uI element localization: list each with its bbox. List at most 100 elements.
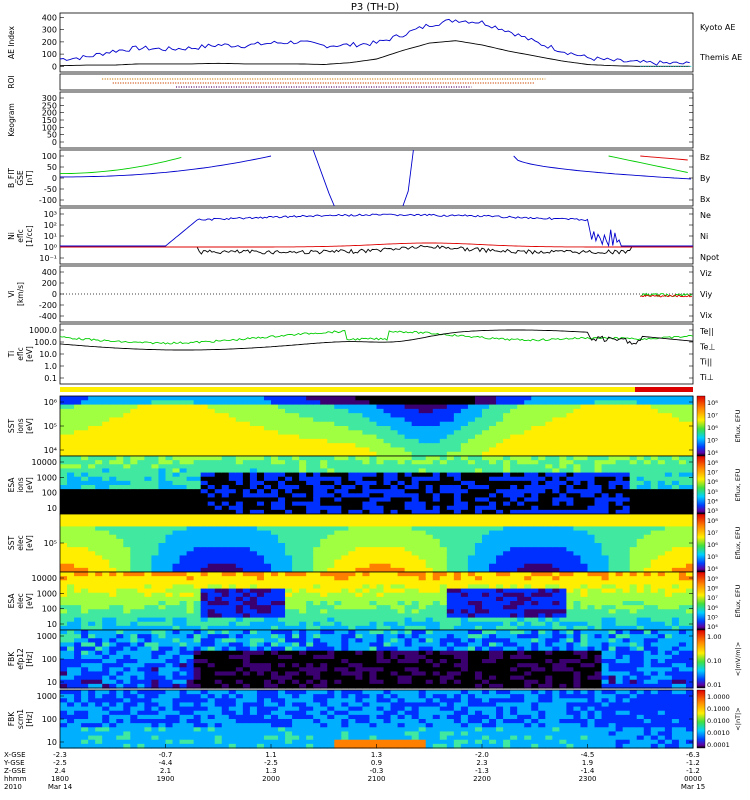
sst-elec-cell [467, 538, 476, 544]
esa-ion-cell [376, 509, 385, 515]
sst-ion-cell [390, 430, 399, 436]
sst-ion-cell [439, 426, 448, 431]
sst-ion-cell [397, 443, 406, 449]
sst-elec-cell [306, 555, 314, 561]
esa-ion-cbar-tick: 10⁶ [707, 478, 718, 486]
esa-elec-cell [271, 613, 279, 619]
sst-elec-cell [172, 538, 181, 544]
esa-ion-cell [524, 505, 532, 511]
temperature-tick-label: 1000.0 [29, 326, 57, 335]
sst-ion-cell [622, 421, 631, 427]
sst-ion-cell [207, 404, 216, 410]
sst-ion-cell [397, 434, 406, 440]
esa-elec-cell [306, 572, 314, 577]
sst-ion-cell [306, 443, 314, 449]
sst-ion-cell [214, 400, 223, 406]
sst-elec-cell [531, 543, 539, 548]
sst-ion-cell [397, 447, 406, 453]
esa-ion-cell [418, 497, 427, 503]
esa-elec-cell [228, 584, 237, 590]
sst-ion-cell [664, 404, 673, 410]
esa-elec-cell [545, 613, 553, 619]
esa-ion-cell [671, 468, 680, 474]
sst-ion-cell [671, 430, 680, 436]
sst-elec-cell [622, 559, 631, 565]
esa-elec-cell [95, 588, 103, 594]
esa-ion-cell [109, 509, 117, 515]
esa-elec-cell [200, 588, 209, 594]
sst-ion-cell [524, 421, 532, 427]
esa-elec-cell [538, 580, 546, 586]
esa-ion-cell [566, 497, 575, 503]
sst-ion-cell [524, 408, 532, 414]
esa-ion-cell [271, 489, 279, 494]
esa-ion-cell [369, 497, 378, 503]
esa-elec-cell [432, 613, 441, 619]
sst-ion-cell [411, 408, 420, 414]
sst-ion-cell [446, 434, 455, 440]
velocity-ylabel: [km/s] [16, 282, 25, 306]
esa-elec-cell [249, 572, 258, 577]
esa-ion-cell [453, 468, 462, 474]
esa-elec-cell [221, 605, 230, 610]
esa-elec-cell [341, 576, 349, 581]
esa-ion-cell [664, 509, 673, 515]
sst-elec-cell [228, 559, 237, 565]
esa-elec-cell [123, 609, 131, 615]
sst-ion-cell [355, 426, 364, 431]
esa-ion-cell [200, 505, 209, 511]
sst-elec-cell [538, 522, 546, 528]
esa-ion-cell [137, 501, 145, 507]
sst-elec-cell [355, 551, 364, 557]
esa-ion-cell [228, 489, 237, 494]
esa-elec-cell [123, 572, 131, 577]
esa-elec-cell [439, 580, 448, 586]
sst-elec-cell [193, 530, 202, 536]
sst-elec-cell [327, 522, 335, 528]
esa-ion-cell [362, 476, 371, 482]
sst-ion-cell [678, 413, 687, 419]
esa-ion-cell [341, 485, 349, 490]
esa-elec-cell [559, 576, 567, 581]
esa-ion-cell [186, 468, 195, 474]
sst-elec-ylabel: [eV] [25, 535, 34, 551]
esa-ion-cell [214, 460, 223, 465]
esa-ion-cell [404, 485, 413, 490]
esa-ion-cell [186, 476, 195, 482]
sst-elec-cell [179, 555, 188, 561]
esa-elec-cell [376, 609, 385, 615]
esa-elec-cell [109, 609, 117, 615]
esa-elec-cell [341, 580, 349, 586]
sst-elec-cell [432, 547, 441, 552]
sst-ion-cell [496, 426, 504, 431]
esa-ion-cell [615, 485, 624, 490]
esa-ion-cell [235, 493, 244, 499]
sst-elec-cell [629, 551, 638, 557]
sst-elec-cell [446, 559, 455, 565]
sst-ion-cell [517, 396, 525, 401]
esa-ion-cell [418, 509, 427, 515]
esa-elec-cell [425, 609, 434, 615]
sst-elec-cell [306, 538, 314, 544]
sst-elec-cell [151, 522, 160, 528]
sst-ion-cell [671, 417, 680, 423]
esa-elec-cell [292, 576, 300, 581]
esa-elec-cell [165, 588, 174, 594]
sst-ion-cell [67, 443, 75, 449]
esa-ion-cell [657, 472, 666, 478]
esa-elec-cell [235, 609, 244, 615]
sst-elec-cell [496, 518, 504, 523]
esa-elec-cell [228, 596, 237, 602]
sst-ion-cell [573, 396, 582, 401]
esa-elec-cell [60, 613, 68, 619]
esa-elec-cell [165, 576, 174, 581]
esa-elec-cell [503, 592, 511, 598]
bfield-by [60, 156, 182, 175]
esa-ion-cell [144, 464, 153, 470]
esa-ion-cell [559, 497, 567, 503]
sst-elec-cell [432, 543, 441, 548]
sst-elec-cell [482, 522, 490, 528]
esa-ion-cell [446, 480, 455, 486]
esa-elec-cell [242, 572, 251, 577]
esa-ion-cell [643, 505, 652, 511]
